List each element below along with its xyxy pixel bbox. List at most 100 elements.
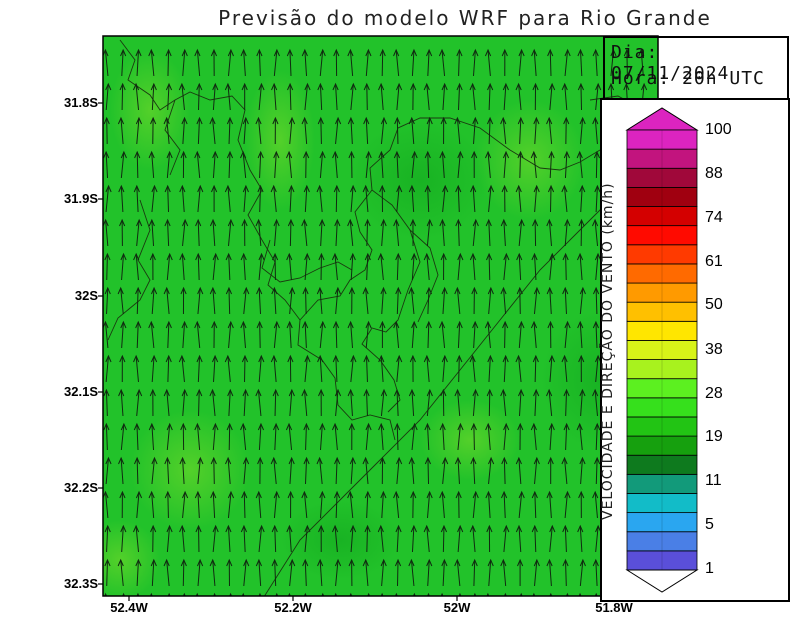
wind-arrow-head	[408, 388, 416, 397]
wind-arrow-head	[285, 422, 293, 431]
wind-arrow-head	[241, 592, 245, 596]
wind-arrow	[548, 117, 553, 145]
wind-arrow-head	[120, 320, 127, 329]
wind-arrow	[411, 49, 415, 77]
wind-arrow-head	[394, 116, 401, 125]
wind-arrow	[473, 321, 476, 349]
wind-arrow-head	[469, 82, 476, 91]
wind-arrow	[457, 525, 461, 553]
wind-arrow	[380, 117, 385, 145]
wind-arrow-head	[592, 320, 599, 329]
wind-arrow-head	[273, 218, 280, 227]
wind-arrow-head	[378, 354, 385, 363]
wind-arrow-head	[350, 184, 357, 193]
wind-arrow	[350, 321, 354, 349]
wind-arrow-head	[530, 422, 537, 431]
wind-arrow-head	[455, 218, 462, 227]
wind-arrow	[396, 457, 400, 485]
wind-arrow-head	[270, 354, 277, 363]
wind-arrow-head	[423, 252, 430, 261]
wind-arrow-head	[273, 150, 280, 159]
wind-arrow-head	[136, 388, 143, 397]
wind-arrow-head	[486, 592, 490, 596]
wind-arrow	[319, 83, 323, 111]
wind-arrow-head	[488, 456, 495, 465]
wind-arrow	[441, 219, 445, 247]
wind-arrow-head	[426, 218, 433, 227]
wind-arrow-head	[577, 524, 584, 533]
wind-arrow-head	[287, 354, 294, 363]
wind-arrow-head	[288, 592, 291, 596]
wind-arrow	[121, 49, 124, 77]
lon-label: 51.8W	[595, 600, 633, 615]
wind-arrow-head	[579, 456, 586, 465]
wind-arrow-head	[286, 150, 293, 159]
wind-arrow	[565, 559, 567, 587]
wind-arrow-head	[546, 286, 553, 295]
wind-arrow-head	[288, 116, 296, 125]
lon-label: 52W	[443, 600, 471, 615]
wind-arrow	[503, 219, 506, 247]
wind-arrow	[105, 355, 109, 383]
wind-arrow	[243, 49, 246, 77]
wind-arrow-head	[211, 184, 218, 193]
wind-arrow	[274, 219, 278, 247]
wind-arrow-head	[454, 558, 461, 567]
wind-arrow-head	[501, 456, 508, 465]
wind-arrow	[380, 253, 384, 281]
wind-arrow	[350, 389, 353, 417]
wind-arrow	[182, 389, 186, 417]
wind-arrow	[457, 423, 461, 451]
wind-arrow-head	[549, 592, 553, 596]
wind-arrow-head	[289, 558, 296, 567]
wind-arrow-head	[396, 354, 403, 363]
wind-arrow	[288, 253, 292, 281]
wind-arrow	[121, 525, 124, 553]
wind-arrow	[273, 355, 277, 383]
wind-arrow-head	[547, 184, 555, 193]
wind-arrow	[303, 491, 308, 519]
wind-arrow-head	[380, 116, 388, 125]
wind-arrow-head	[530, 320, 538, 329]
wind-arrow	[350, 525, 354, 553]
wind-arrow-head	[546, 116, 553, 125]
wind-arrow-head	[578, 218, 585, 227]
wind-arrow-head	[440, 524, 448, 533]
wind-arrow	[167, 185, 170, 213]
wind-arrow-head	[426, 48, 433, 57]
wind-arrow	[442, 457, 446, 485]
wind-arrow	[167, 321, 170, 349]
wind-arrow-head	[378, 422, 385, 431]
wind-arrow	[350, 83, 354, 111]
wind-arrow-head	[577, 48, 584, 57]
wind-arrow-head	[426, 490, 433, 499]
wind-arrow	[426, 253, 430, 281]
wind-arrow-head	[365, 150, 372, 159]
wind-arrow-head	[503, 592, 507, 596]
wind-arrow-head	[105, 82, 112, 91]
wind-arrow	[533, 49, 537, 77]
wind-arrow-head	[180, 422, 187, 431]
wind-arrow	[197, 253, 200, 281]
wind-arrow	[426, 83, 430, 111]
wind-arrow-head	[457, 422, 464, 431]
wind-arrow-head	[424, 456, 432, 465]
wind-arrow	[564, 457, 568, 485]
wind-arrow-head	[364, 252, 371, 261]
wind-arrow-head	[243, 558, 250, 567]
wind-arrow-head	[531, 524, 538, 533]
wind-arrow-head	[503, 422, 510, 431]
wind-arrow-head	[472, 320, 479, 329]
wind-arrow	[182, 457, 185, 485]
wind-arrow	[319, 185, 323, 213]
wind-arrow-head	[319, 320, 326, 329]
wind-arrow	[105, 389, 108, 417]
wind-arrow-head	[122, 592, 125, 596]
wind-arrow-head	[103, 490, 109, 499]
wind-arrow-head	[592, 48, 599, 57]
wind-arrow	[594, 117, 598, 145]
wind-arrow	[304, 525, 308, 553]
wind-arrow	[120, 287, 124, 315]
wind-arrow	[549, 559, 552, 587]
